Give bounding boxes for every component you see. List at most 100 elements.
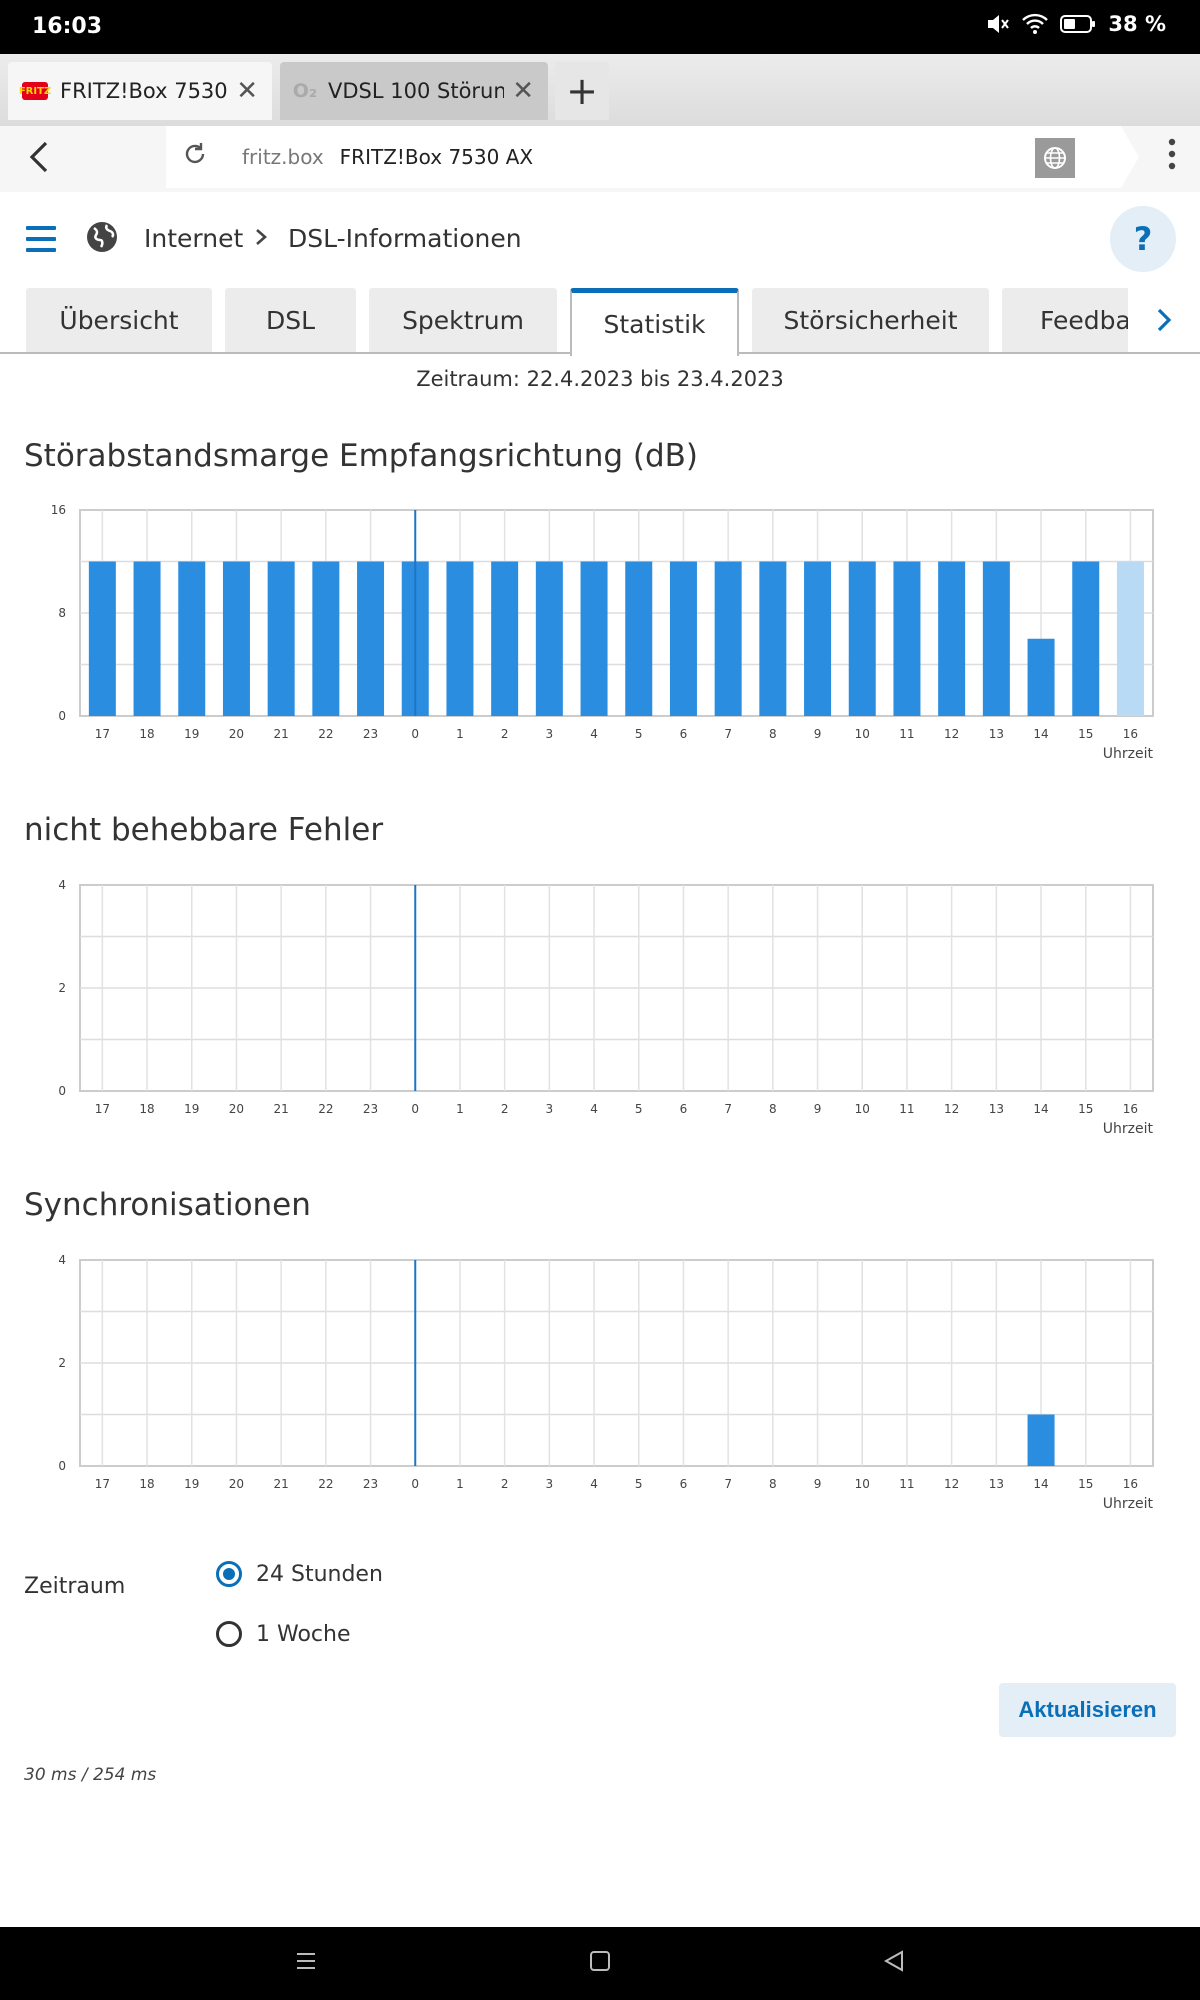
period-text: Zeitraum: 22.4.2023 bis 23.4.2023	[416, 367, 784, 391]
x-tick-label: 18	[139, 1477, 154, 1491]
tab-dsl[interactable]: DSL	[225, 288, 356, 352]
fritz-logo-icon: FRITZ	[19, 82, 51, 100]
address-bar-row: fritz.box FRITZ!Box 7530 AX	[0, 126, 1200, 192]
x-tick-label: 0	[411, 1102, 419, 1116]
x-tick-label: 17	[95, 1102, 110, 1116]
breadcrumb-dsl-informationen: DSL-Informationen	[288, 224, 522, 253]
bar	[759, 561, 787, 716]
refresh-button[interactable]: Aktualisieren	[999, 1683, 1176, 1737]
bar	[848, 561, 876, 716]
x-axis-label: Uhrzeit	[1103, 1496, 1154, 1512]
bar	[312, 561, 340, 716]
x-tick-label: 5	[635, 1477, 643, 1491]
site-globe-icon[interactable]	[1035, 138, 1075, 178]
x-tick-label: 12	[944, 1102, 959, 1116]
x-tick-label: 13	[989, 727, 1004, 741]
browser-tab-strip: FRITZ FRITZ!Box 7530 AX ✕ O₂ VDSL 100 St…	[0, 54, 1200, 126]
tab-statistik[interactable]: Statistik	[570, 288, 739, 356]
x-tick-label: 19	[184, 1477, 199, 1491]
back-arrow-icon[interactable]	[28, 140, 50, 183]
close-icon[interactable]: ✕	[236, 76, 258, 106]
tab-spektrum[interactable]: Spektrum	[369, 288, 557, 352]
period-label: Zeitraum	[24, 1574, 126, 1599]
radio-24-stunden[interactable]: 24 Stunden	[216, 1561, 383, 1587]
y-tick-label: 16	[51, 503, 66, 517]
bar	[133, 561, 161, 716]
close-icon[interactable]: ✕	[512, 76, 534, 106]
x-tick-label: 6	[680, 1102, 688, 1116]
plus-icon: +	[566, 69, 598, 113]
x-tick-label: 9	[814, 727, 822, 741]
y-tick-label: 4	[58, 1253, 66, 1267]
browser-tab-title: VDSL 100 Störung	[328, 79, 505, 103]
radio-1-woche[interactable]: 1 Woche	[216, 1621, 351, 1647]
url-host: fritz.box	[242, 145, 324, 169]
x-tick-label: 4	[590, 727, 598, 741]
radio-label: 24 Stunden	[256, 1561, 383, 1587]
bar	[446, 561, 474, 716]
x-tick-label: 11	[899, 1102, 914, 1116]
reload-icon[interactable]	[182, 141, 208, 174]
x-tick-label: 3	[546, 1102, 554, 1116]
x-tick-label: 16	[1123, 1477, 1138, 1491]
x-tick-label: 6	[680, 727, 688, 741]
bar	[88, 561, 116, 716]
radio-circle[interactable]	[216, 1561, 242, 1587]
x-tick-label: 12	[944, 727, 959, 741]
hamburger-menu-icon[interactable]	[26, 226, 56, 259]
x-tick-label: 18	[139, 1102, 154, 1116]
browser-tab-fritzbox[interactable]: FRITZ FRITZ!Box 7530 AX ✕	[8, 62, 272, 120]
x-tick-label: 1	[456, 1477, 464, 1491]
new-tab-button[interactable]: +	[555, 62, 609, 120]
o2-logo-icon: O₂	[292, 80, 318, 102]
back-triangle-icon[interactable]	[882, 1949, 906, 1977]
help-button[interactable]: ?	[1110, 206, 1176, 272]
breadcrumb-internet[interactable]: Internet	[144, 224, 244, 253]
recent-apps-icon[interactable]	[294, 1949, 318, 1977]
x-tick-label: 19	[184, 727, 199, 741]
x-tick-label: 15	[1078, 1477, 1093, 1491]
y-tick-label: 0	[58, 1084, 66, 1098]
x-tick-label: 10	[855, 1477, 870, 1491]
overflow-menu-icon[interactable]	[1168, 138, 1176, 170]
tab-stoersicherheit[interactable]: Störsicherheit	[752, 288, 989, 352]
x-tick-label: 4	[590, 1102, 598, 1116]
radio-label: 1 Woche	[256, 1621, 351, 1647]
url-page-title: FRITZ!Box 7530 AX	[339, 145, 534, 169]
x-tick-label: 21	[274, 1477, 289, 1491]
browser-tab-vdsl[interactable]: O₂ VDSL 100 Störung ✕	[280, 62, 548, 120]
x-tick-label: 20	[229, 1477, 244, 1491]
chevron-right-icon	[254, 222, 268, 259]
x-tick-label: 19	[184, 1102, 199, 1116]
x-tick-label: 22	[318, 1477, 333, 1491]
x-tick-label: 16	[1123, 1102, 1138, 1116]
x-tick-label: 2	[501, 727, 509, 741]
x-axis-label: Uhrzeit	[1103, 1121, 1154, 1137]
chart-title-sync: Synchronisationen	[24, 1187, 311, 1223]
x-tick-label: 8	[769, 1102, 777, 1116]
section-tabs: Übersicht DSL Spektrum Statistik Störsic…	[0, 288, 1200, 356]
address-bar-arrow	[1121, 126, 1139, 188]
bar	[178, 561, 206, 716]
bar	[893, 561, 921, 716]
bar	[669, 561, 697, 716]
battery-percent: 38 %	[1108, 12, 1166, 36]
x-tick-label: 11	[899, 1477, 914, 1491]
x-tick-label: 8	[769, 1477, 777, 1491]
tabs-scroll-right[interactable]	[1128, 288, 1200, 352]
x-tick-label: 9	[814, 1477, 822, 1491]
x-tick-label: 9	[814, 1102, 822, 1116]
x-tick-label: 23	[363, 727, 378, 741]
radio-circle[interactable]	[216, 1621, 242, 1647]
x-tick-label: 14	[1033, 727, 1048, 741]
home-icon[interactable]	[588, 1949, 612, 1977]
address-bar[interactable]: fritz.box FRITZ!Box 7530 AX	[166, 126, 1139, 188]
bar	[267, 561, 295, 716]
bar	[625, 561, 653, 716]
bar	[804, 561, 832, 716]
tab-uebersicht[interactable]: Übersicht	[26, 288, 212, 352]
chart-title-snr: Störabstandsmarge Empfangsrichtung (dB)	[24, 438, 699, 474]
y-tick-label: 8	[58, 606, 66, 620]
